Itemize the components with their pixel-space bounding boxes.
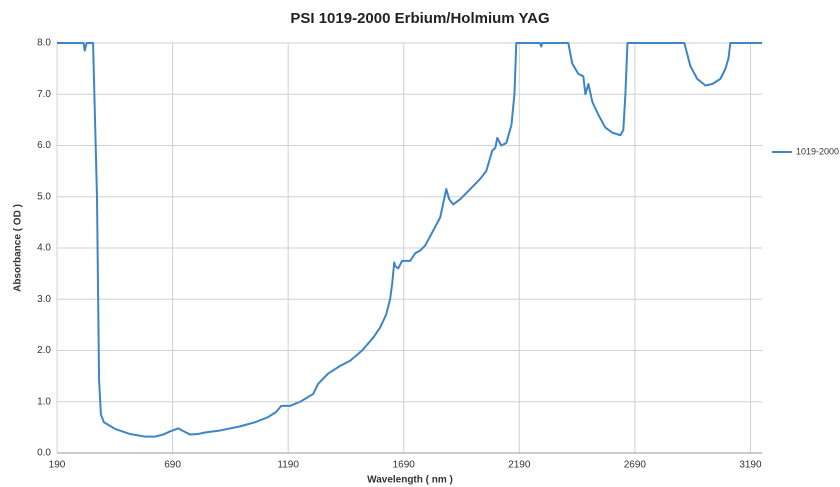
y-tick-label: 5.0 xyxy=(37,191,51,202)
y-tick-label: 4.0 xyxy=(37,243,51,254)
y-tick-label: 1.0 xyxy=(37,396,51,407)
x-tick-label: 3190 xyxy=(739,460,762,471)
y-tick-label: 7.0 xyxy=(37,89,51,100)
y-tick-label: 6.0 xyxy=(37,140,51,151)
y-tick-label: 2.0 xyxy=(37,345,51,356)
chart-title: PSI 1019-2000 Erbium/Holmium YAG xyxy=(290,10,549,27)
x-tick-label: 2690 xyxy=(624,460,647,471)
legend-label: 1019-2000 xyxy=(796,146,839,156)
y-tick-label: 3.0 xyxy=(37,294,51,305)
x-tick-label: 1190 xyxy=(277,460,299,471)
x-tick-label: 690 xyxy=(164,460,181,471)
data-line xyxy=(57,42,762,438)
x-axis-label: Wavelength ( nm ) xyxy=(367,475,453,486)
x-tick-label: 190 xyxy=(49,460,66,471)
x-tick-label: 2190 xyxy=(508,460,531,471)
y-tick-label: 0.0 xyxy=(37,448,51,459)
y-axis-label: Absorbance ( OD ) xyxy=(13,204,24,292)
y-tick-label: 8.0 xyxy=(37,38,51,49)
x-tick-label: 1690 xyxy=(393,460,416,471)
